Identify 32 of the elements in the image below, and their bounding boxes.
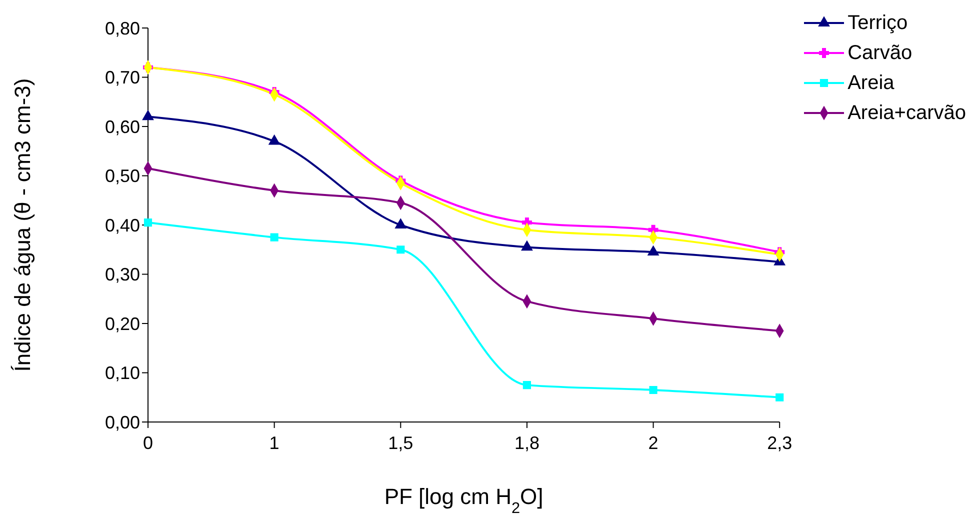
legend-label: Areia+carvão — [848, 101, 966, 126]
y-tick-label: 0,30 — [104, 264, 140, 285]
point — [396, 246, 405, 254]
point — [521, 240, 533, 251]
x-tick-label: 2,3 — [767, 432, 792, 453]
point — [649, 386, 658, 394]
point — [144, 218, 152, 227]
point — [522, 381, 531, 390]
point — [395, 218, 406, 228]
point — [776, 393, 784, 402]
x-tick-label: 1 — [269, 432, 280, 453]
x-tick-label: 1,5 — [388, 432, 414, 453]
y-tick-label: 0,20 — [104, 314, 140, 334]
x-axis-title: PF [log cm H$_{2}$O] — [384, 484, 544, 516]
y-tick-label: 0,10 — [104, 363, 140, 384]
point — [142, 110, 154, 120]
y-tick-label: 0,60 — [104, 116, 140, 137]
y-tick-label: 0,70 — [104, 68, 140, 88]
legend-label: Areia — [848, 71, 894, 96]
x-tick-label: 2 — [648, 432, 658, 453]
y-axis-title: Índice de água (θ - cm3 cm-3) — [10, 78, 35, 372]
point — [268, 134, 280, 145]
y-tick-label: 0,80 — [104, 18, 140, 38]
y-tick-label: 0,50 — [104, 166, 140, 186]
legend-label: Terriço — [848, 11, 908, 36]
x-tick-label: 0 — [142, 432, 154, 453]
x-tick-label: 1,8 — [514, 432, 540, 453]
y-tick-label: 0,00 — [104, 412, 140, 432]
y-tick-label: 0,40 — [104, 215, 140, 236]
point — [648, 246, 659, 256]
legend-label: Carvão — [848, 41, 912, 66]
point — [270, 233, 278, 242]
